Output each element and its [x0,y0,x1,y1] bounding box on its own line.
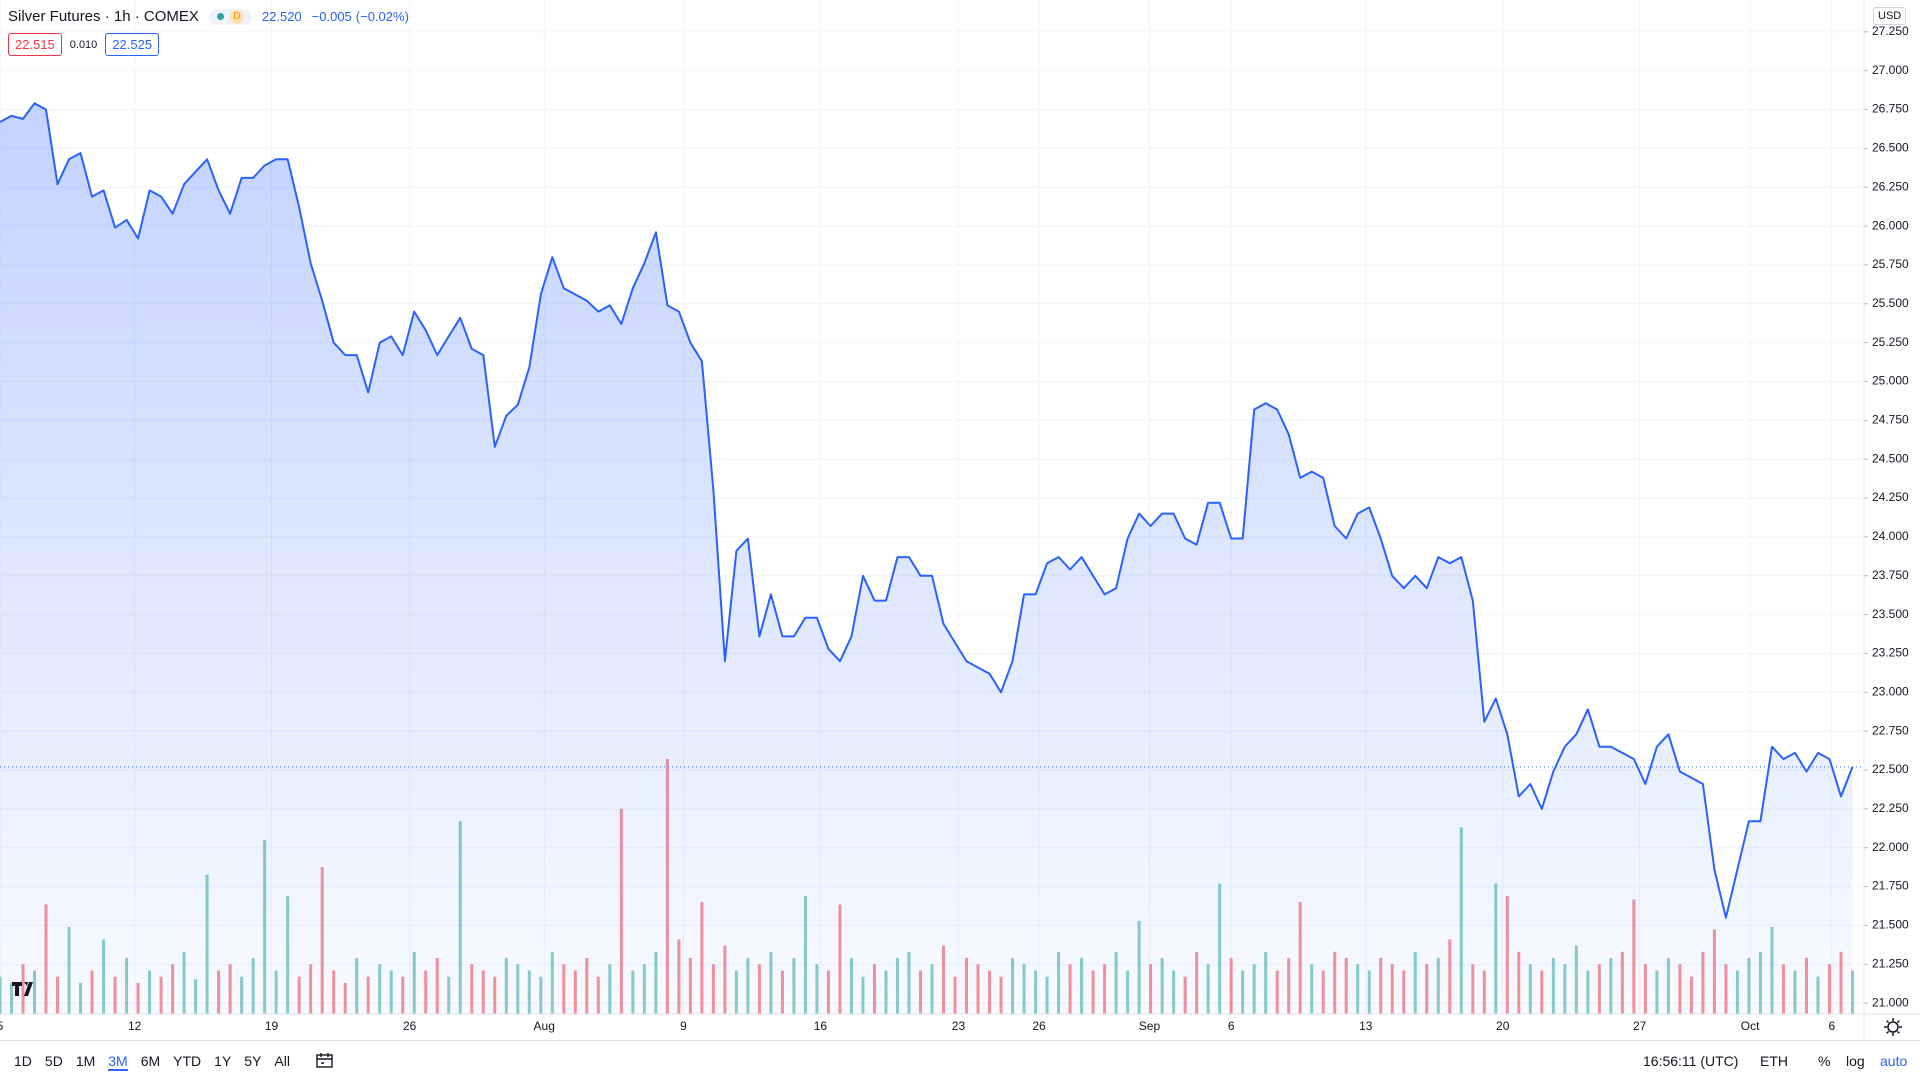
price-line [0,102,1854,919]
legend-header: Silver Futures · 1h · COMEX D 22.520 −0.… [8,8,409,25]
status-badge: D [208,8,252,25]
date-range-icon[interactable] [315,1051,335,1071]
x-tick-label: 12 [128,1019,142,1033]
y-tick-label: 21.000 [1872,995,1909,1009]
range-button[interactable]: 5D [44,1053,63,1069]
y-tick-label: 21.250 [1872,956,1909,970]
percent-button[interactable]: % [1818,1053,1831,1069]
x-tick-label: Oct [1741,1019,1760,1033]
range-button[interactable]: YTD [173,1053,202,1069]
settings-icon[interactable] [1884,1018,1902,1036]
range-button[interactable]: 1D [14,1053,32,1069]
x-tick-label: 20 [1496,1019,1510,1033]
range-button[interactable]: All [274,1053,290,1069]
tv-logo [12,982,33,996]
clock[interactable]: 16:56:11 (UTC) [1643,1053,1739,1069]
y-tick-label: 21.750 [1872,879,1909,893]
y-tick-label: 23.250 [1872,646,1909,660]
sell-price[interactable]: 22.515 [8,33,62,56]
x-tick-label: 23 [952,1019,966,1033]
range-button[interactable]: 3M [108,1053,128,1071]
y-tick-label: 23.000 [1872,684,1909,698]
range-button[interactable]: 1Y [214,1053,232,1069]
y-tick-label: 22.000 [1872,840,1909,854]
x-tick-label: 27 [1633,1019,1647,1033]
y-tick-label: 23.750 [1872,568,1909,582]
range-button[interactable]: 5Y [244,1053,262,1069]
y-tick-label: 22.750 [1872,723,1909,737]
change-percent: (−0.02%) [355,9,409,24]
y-tick-label: 25.750 [1872,257,1909,271]
last-price: 22.520 [261,9,302,24]
y-tick-label: 24.500 [1872,451,1909,465]
log-button[interactable]: log [1846,1053,1865,1069]
auto-button[interactable]: auto [1880,1053,1908,1069]
y-tick-label: 27.000 [1872,63,1909,77]
bottom-toolbar: 1D 5D 1M 3M 6M YTD 1Y 5Y All 16:56:11 (UTC) ETH … [0,1040,1920,1080]
y-tick-label: 25.500 [1872,296,1909,310]
spread: 0.010 [69,38,98,51]
currency-button[interactable]: USD [1873,7,1907,25]
x-tick-label: 5 [0,1019,4,1033]
x-tick-label: Aug [534,1019,555,1033]
y-tick-label: 21.500 [1872,918,1909,932]
x-tick-label: 16 [814,1019,828,1033]
y-tick-label: 26.000 [1872,218,1909,232]
buy-price[interactable]: 22.525 [105,33,160,56]
y-tick-label: 24.250 [1872,490,1909,504]
x-tick-label: Sep [1139,1019,1161,1033]
y-tick-label: 25.250 [1872,335,1909,349]
x-tick-label: 26 [1032,1019,1046,1033]
x-tick-label: 26 [403,1019,417,1033]
x-tick-label: 9 [680,1019,687,1033]
y-tick-label: 26.250 [1872,179,1909,193]
quote-row: 22.515 0.010 22.525 [8,33,160,56]
y-tick-label: 25.000 [1872,374,1909,388]
y-tick-label: 22.500 [1872,762,1909,776]
y-tick-label: 23.500 [1872,607,1909,621]
range-buttons: 1D 5D 1M 3M 6M YTD 1Y 5Y All [14,1053,290,1071]
range-button[interactable]: 6M [140,1053,161,1069]
y-tick-label: 27.250 [1872,24,1909,38]
chart: 21.000 21.250 21.500 21.750 22.000 22.250 22.5… [0,0,1920,1040]
x-tick-label: 19 [265,1019,279,1033]
y-tick-label: 26.750 [1872,102,1909,116]
range-button[interactable]: 1M [75,1053,96,1069]
area-fill [0,103,1853,1015]
symbol-title: Silver Futures · 1h · COMEX [8,8,199,25]
delay-badge: D [229,9,244,24]
x-tick-label: 13 [1359,1019,1373,1033]
x-tick-label: 6 [1228,1019,1235,1033]
change: −0.005 [311,9,352,24]
y-tick-label: 22.250 [1872,801,1909,815]
y-tick-label: 24.000 [1872,529,1909,543]
y-tick-label: 26.500 [1872,141,1909,155]
y-tick-label: 24.750 [1872,413,1909,427]
x-tick-label: 6 [1828,1019,1835,1033]
session-button[interactable]: ETH [1760,1053,1788,1069]
